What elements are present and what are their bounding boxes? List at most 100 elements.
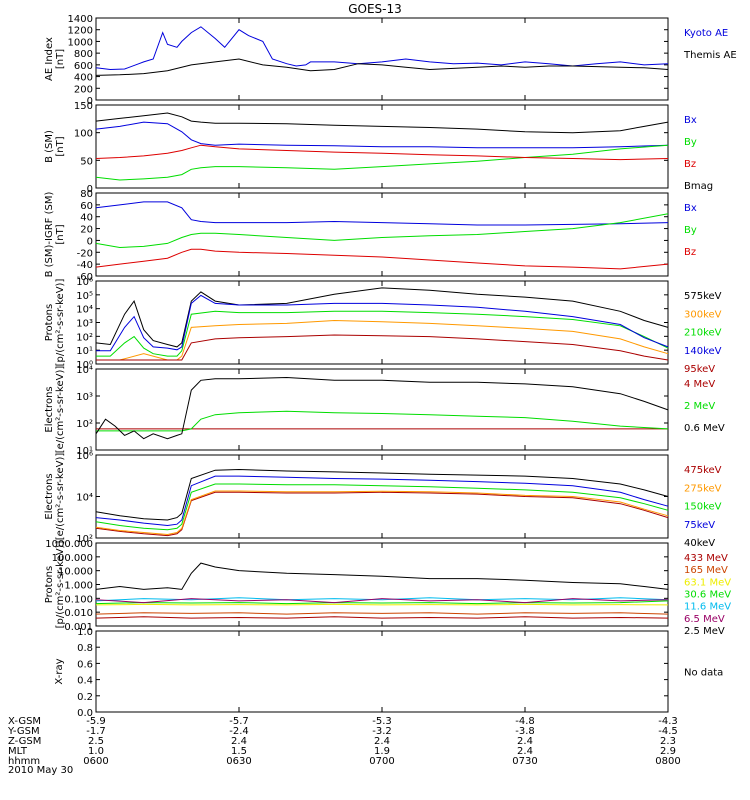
panel-frame [95,192,669,277]
y-tick-label: 600 [74,61,93,72]
series-433-mev [95,616,669,619]
legend-entry: Themis AE [683,50,737,61]
series-bx [95,201,669,226]
y-tick-label: 40 [80,213,93,224]
no-data-note: No data [684,668,723,679]
y-axis-label-line: X-ray [54,658,65,684]
y-axis-label-line: Electrons [44,386,55,432]
footer-row-label: hhmm [8,756,40,767]
y-axis-label-line: [e/(cm²-s-sr-keV)] [55,366,66,454]
series-themis-ae [95,58,669,76]
legend-entry: 140keV [684,346,722,357]
panel-4: 10⁰ 10¹ 10² 10³ 10⁴ 10⁵ 10⁶ Protons[p/(cm²-s-sr… [44,277,722,375]
y-axis-label-line: B (SM) [44,130,55,163]
panel-2: 0 50 100 150 B (SM)[nT] Bx By Bz Bmag [44,101,713,195]
y-tick-label: 10³ [76,392,93,403]
footer-value: 2.9 [660,746,676,757]
y-tick-label: 0 [87,184,93,195]
y-axis-label: X-ray [54,658,65,684]
legend-entry: Kyoto AE [684,28,728,39]
y-axis-label-line: AE Index [44,37,55,81]
footer-value: -2.4 [229,726,249,737]
footer-value: 0800 [655,756,680,767]
y-axis-label-line: [p/(cm²-s-sr-keV)] [55,279,66,367]
y-tick-label: 0.8 [77,643,93,654]
y-tick-label: 0 [87,236,93,247]
y-tick-label: 0.2 [77,692,93,703]
footer-value: -5.3 [372,716,392,727]
footer-value: -5.9 [86,716,106,727]
legend-entry: 2 MeV [684,401,715,412]
panel-frame [95,368,669,451]
series-bz [95,144,669,161]
y-tick-label: -40 [77,260,93,271]
legend-entry: 300keV [684,309,722,320]
y-tick-label: 60 [80,201,93,212]
legend-entry: 210keV [684,328,722,339]
footer-row-label: X-GSM [8,716,41,727]
series-bx [95,121,669,149]
legend-entry: 63.1 MeV [684,577,731,588]
series-30-6-mev [95,600,669,605]
footer-value: -3.8 [515,726,535,737]
series-bz [95,248,669,270]
y-axis-label-line: B (SM)-IGRF (SM) [44,192,55,278]
footer-value: 2.4 [374,736,390,747]
panel-frame [95,280,669,365]
series-bmag [95,112,669,134]
y-axis-label-line: Protons [44,304,55,341]
legend-entry: By [684,225,697,236]
series-40kev [95,468,669,521]
y-tick-label: 0.001 [64,622,93,633]
y-tick-label: 100.000 [52,553,93,564]
y-tick-label: 10⁵ [76,291,93,302]
legend-entry: Bx [684,115,697,126]
y-tick-label: 10.000 [58,567,93,578]
legend-entry: 4 MeV [684,379,715,390]
y-tick-label: 1400 [68,14,93,25]
legend-entry: 150keV [684,502,722,513]
series-150kev [95,483,669,531]
y-axis-label: Protons[p/(cm²-s-sr-keV)] [44,279,66,367]
series-575kev [95,287,669,348]
legend-entry: Bz [684,247,696,258]
y-axis-label: Electrons[e/(cm²-s-sr-keV)] [44,453,66,541]
panel-frame [95,630,669,713]
y-tick-label: 10² [76,419,93,430]
y-axis-label: AE Index[nT] [44,37,66,81]
y-tick-label: 10⁶ [76,277,93,288]
legend-entry: Bz [684,159,696,170]
series-475kev [95,491,669,537]
footer-value: -4.5 [658,726,678,737]
footer-value: 2.4 [231,736,247,747]
series-140kev [96,294,669,352]
legend-entry: 6.5 MeV [684,614,725,625]
y-tick-label: 10¹ [76,346,93,357]
y-tick-label: 1.000 [64,581,93,592]
y-tick-label: 0.6 [77,659,93,670]
y-tick-label: 200 [74,84,93,95]
y-axis-label-line: [nT] [55,49,66,69]
series-2-mev [96,410,669,432]
footer-date: 2010 May 30 [8,765,73,776]
footer-value: 2.5 [88,736,104,747]
legend-entry: 75keV [684,520,715,531]
y-tick-label: 50 [80,156,93,167]
y-axis-label-line: [nT] [55,224,66,244]
y-tick-label: 0.0 [77,708,93,719]
legend-entry: 40keV [684,538,715,549]
y-tick-label: 10² [76,534,93,545]
legend-entry: 0.6 MeV [684,423,725,434]
series-6-5-mev [95,598,669,604]
panel-8: 0.0 0.2 0.4 0.6 0.8 1.0 X-ray No data [54,627,723,719]
series-11-6-mev [95,597,669,602]
y-axis-label-line: Electrons [44,473,55,519]
series-kyoto-ae [95,26,669,71]
footer-value: 1.5 [231,746,247,757]
footer-value: -5.7 [229,716,249,727]
series-75kev [95,475,669,527]
series-0-6-mev [95,376,669,440]
